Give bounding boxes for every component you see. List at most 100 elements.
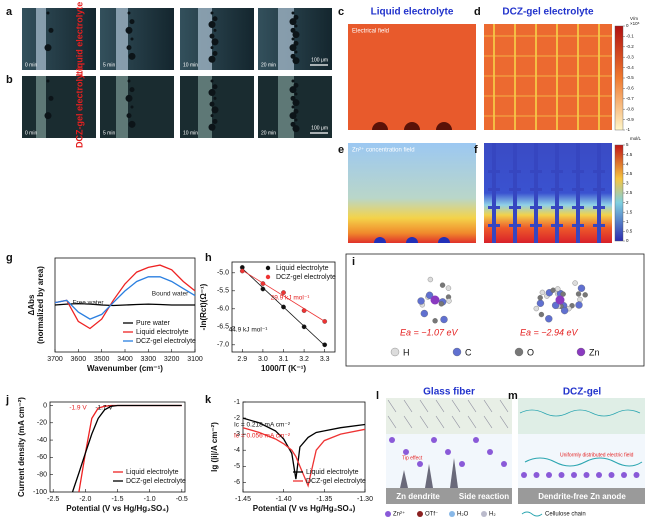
x-tick-label: -0.5: [176, 496, 188, 503]
atom: [577, 296, 583, 303]
zn-bump: [406, 237, 418, 243]
data-point: [239, 268, 245, 274]
deposit: [210, 79, 214, 83]
anode-label: Dendrite-free Zn anode: [538, 492, 626, 501]
zn-ion: [633, 472, 640, 478]
zn-ion: [558, 472, 565, 478]
time-label: 0 min: [25, 130, 37, 136]
data-line: [54, 264, 196, 330]
deposit: [290, 53, 296, 59]
atom: [555, 295, 565, 305]
deposit: [125, 26, 133, 34]
zn-ion: [403, 449, 409, 455]
legend-label: DCZ-gel electrolyte: [306, 478, 366, 485]
x-tick-label: 2.9: [237, 356, 247, 363]
data-point: [322, 342, 328, 348]
zn-bump: [436, 122, 452, 130]
deposit: [291, 105, 295, 109]
deposit: [126, 45, 132, 51]
panel-letter: a: [6, 6, 13, 18]
deposit: [290, 121, 296, 127]
atom: [582, 292, 588, 298]
glass-fiber: [435, 415, 445, 429]
x-tick-label: -1.40: [276, 496, 292, 503]
panel-letter: i: [352, 256, 355, 268]
x-tick-label: 3.3: [320, 356, 330, 363]
deposit: [294, 118, 298, 122]
colorbar-tick-label: 1: [626, 219, 629, 224]
zn-ion: [608, 472, 615, 478]
zn-ion: [473, 437, 479, 443]
atom-legend-swatch: [390, 347, 400, 357]
data-line: [54, 276, 196, 320]
y-axis-label: lg (|i|/A cm⁻²): [210, 422, 219, 472]
x-tick-label: 3.0: [258, 356, 268, 363]
annotation: 29.9 kJ mol⁻¹: [271, 295, 311, 302]
panel-frame: [345, 253, 645, 367]
x-tick-label: 3400: [117, 356, 133, 363]
glass-fiber: [387, 399, 397, 413]
colorbar-tick-label: 0.5: [626, 229, 633, 234]
zn-ion: [445, 449, 451, 455]
panel-title: DCZ-gel: [563, 387, 602, 398]
deposit: [291, 79, 295, 83]
atom: [560, 306, 569, 315]
deposit: [208, 123, 216, 131]
x-tick-label: -1.35: [316, 496, 332, 503]
y-tick-label: -4: [234, 447, 240, 454]
atom: [440, 315, 448, 324]
gel-node: [593, 206, 605, 209]
atom: [560, 291, 566, 297]
deposit: [291, 11, 295, 15]
legend-label: H₂O: [457, 512, 469, 518]
gel-node: [530, 224, 542, 227]
panel-title: DCZ-gel electrolyte: [502, 7, 594, 18]
deposit: [293, 82, 299, 88]
data-line: [54, 302, 195, 307]
atom: [425, 291, 434, 299]
dendrite: [400, 470, 408, 488]
zn-ion: [501, 461, 507, 467]
deposit: [208, 89, 216, 97]
zn-anode: [518, 488, 645, 504]
legend-swatch: [417, 511, 423, 517]
atom: [538, 311, 545, 318]
electrolyte-label: DCZ-gel electrolyte: [74, 66, 84, 148]
panel-letter: h: [205, 252, 212, 264]
glass-fiber: [451, 399, 461, 413]
x-tick-label: 3.2: [299, 356, 309, 363]
deposit: [213, 28, 217, 32]
panel-letter: k: [205, 394, 212, 406]
x-tick-label: 3200: [164, 356, 180, 363]
colorbar-tick-label: -0.5: [626, 75, 634, 80]
deposit: [290, 27, 296, 33]
atom: [438, 301, 445, 307]
panel-letter: b: [6, 74, 13, 86]
colorbar-tick-label: 5: [626, 142, 629, 147]
deposit: [44, 112, 52, 120]
deposit: [292, 99, 300, 107]
atom: [539, 289, 546, 296]
deposit: [210, 114, 214, 118]
y-tick-label: -5.0: [217, 270, 229, 277]
x-tick-label: -2.5: [47, 496, 59, 503]
zn-ion: [546, 472, 552, 478]
annotation: 44.9 kJ mol⁻¹: [229, 327, 269, 334]
y-tick-label: -3: [234, 431, 240, 438]
legend-label: Liquid electrolyte: [136, 329, 189, 336]
deposit: [294, 24, 298, 28]
panel-letter: c: [338, 6, 344, 18]
annotation: Free water: [72, 300, 104, 307]
y-tick-label: -5.5: [217, 288, 229, 295]
y-tick-label: -80: [37, 472, 47, 479]
zn-ion: [389, 437, 395, 443]
electrode-edge: [36, 76, 46, 138]
annotation: Tip effect: [402, 455, 423, 461]
electrode-edge: [116, 76, 128, 138]
atom: [555, 286, 561, 292]
glass-fiber: [419, 415, 429, 429]
atom-legend-swatch: [514, 347, 524, 357]
legend-label: Zn²⁺: [393, 511, 405, 518]
deposit: [210, 46, 214, 50]
